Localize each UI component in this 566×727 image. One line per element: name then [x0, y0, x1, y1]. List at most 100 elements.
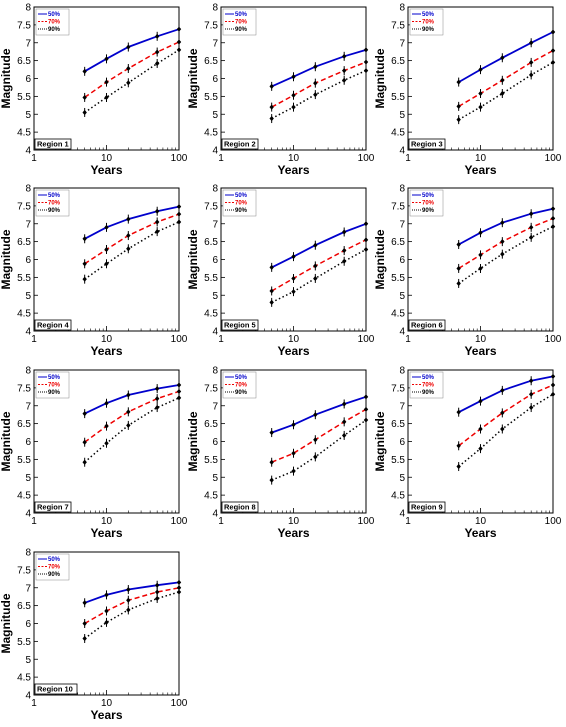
y-tick-label: 6 [212, 437, 218, 448]
y-tick-label: 8 [212, 366, 218, 377]
data-point [291, 422, 296, 428]
x-tick-label: 1 [405, 334, 411, 345]
y-tick-label: 8 [25, 366, 31, 377]
series-50pct [456, 204, 556, 249]
data-point [550, 373, 556, 380]
legend-entry: 70% [48, 20, 61, 26]
y-tick-label: 5 [212, 110, 218, 121]
x-axis-title: Years [277, 344, 309, 358]
data-point [478, 265, 483, 272]
y-tick-label: 4.5 [204, 491, 218, 502]
data-point [154, 208, 160, 214]
y-tick-label: 7 [25, 583, 31, 594]
data-point [500, 55, 505, 61]
series-line [84, 41, 180, 99]
series-90pct [82, 45, 182, 117]
data-point [269, 264, 274, 270]
y-tick-label: 6 [399, 437, 405, 448]
data-point [313, 437, 318, 443]
data-point [528, 391, 534, 397]
data-point [313, 275, 318, 282]
data-point [154, 385, 160, 392]
data-point [313, 80, 318, 86]
y-tick-label: 5 [212, 473, 218, 484]
data-point [104, 423, 109, 429]
data-point [341, 247, 347, 254]
data-point [82, 68, 87, 74]
legend-entry: 70% [48, 383, 61, 389]
region-label: Region 5 [224, 321, 256, 330]
y-tick-label: 4.5 [391, 128, 405, 139]
data-point [341, 77, 347, 83]
y-axis-title: Magnitude [186, 229, 200, 289]
data-point [126, 607, 131, 613]
y-tick-label: 7 [212, 219, 218, 230]
y-tick-label: 6.5 [204, 56, 218, 67]
series-line [271, 61, 367, 108]
series-line [271, 419, 367, 481]
data-point [313, 91, 318, 98]
legend-entry: 70% [422, 383, 435, 389]
data-point [104, 400, 109, 406]
x-tick-label: 1 [405, 516, 411, 527]
region-label-box [34, 138, 72, 150]
data-point [154, 582, 160, 588]
legend-entry: 90% [235, 390, 248, 396]
y-axis-title: Magnitude [186, 48, 200, 108]
y-tick-label: 6 [25, 74, 31, 85]
x-tick-label: 1 [405, 153, 411, 164]
legend-entry: 70% [48, 201, 61, 207]
series-90pct [269, 66, 369, 124]
region-label-box [34, 501, 72, 513]
data-point [126, 422, 131, 429]
data-point [528, 59, 534, 66]
legend-entry: 50% [422, 193, 435, 199]
x-tick-label: 100 [171, 698, 188, 709]
data-point [126, 216, 131, 222]
data-point [550, 224, 556, 230]
series-line [458, 31, 554, 83]
region-label: Region 1 [37, 140, 69, 149]
y-tick-label: 7.5 [391, 20, 405, 31]
data-point [528, 211, 534, 217]
data-point [528, 234, 534, 240]
data-point [313, 412, 318, 418]
data-point [456, 265, 461, 272]
data-point [269, 429, 274, 436]
data-point [176, 39, 182, 45]
data-point [126, 586, 131, 593]
series-line [271, 222, 367, 269]
panel-5: 4 4.5 5 5.5 6 6.5 7 7.5 8 1 10 100 Years Magnitude 50%… [186, 184, 375, 359]
data-point [291, 254, 296, 260]
y-tick-label: 6 [25, 255, 31, 266]
series-50pct [456, 27, 556, 87]
panel-6: 4 4.5 5 5.5 6 6.5 7 7.5 8 1 10 100 Years Magnitude 50%… [373, 184, 562, 359]
x-tick-label: 100 [171, 334, 188, 345]
data-point [363, 394, 369, 400]
data-point [456, 117, 461, 123]
y-tick-label: 5 [25, 291, 31, 302]
series-line [84, 49, 180, 114]
x-tick-label: 10 [101, 334, 113, 345]
y-tick-label: 8 [212, 184, 218, 195]
data-point [341, 229, 347, 235]
y-tick-label: 5.5 [17, 637, 31, 648]
y-tick-label: 5.5 [391, 455, 405, 466]
data-point [104, 224, 109, 230]
y-tick-label: 4 [25, 509, 31, 520]
series-70pct [269, 404, 369, 467]
x-tick-label: 1 [31, 698, 37, 709]
y-axis-title: Magnitude [373, 229, 387, 289]
legend: 50% 70%90% [222, 371, 257, 399]
data-point [291, 468, 296, 474]
data-point [126, 409, 131, 415]
series-line [458, 225, 554, 285]
data-point [478, 446, 483, 452]
series-line [458, 375, 554, 414]
y-axis-title: Magnitude [0, 229, 13, 289]
legend-entry: 90% [235, 27, 248, 33]
data-point [82, 94, 87, 101]
data-point [176, 579, 182, 585]
data-point [500, 410, 505, 416]
